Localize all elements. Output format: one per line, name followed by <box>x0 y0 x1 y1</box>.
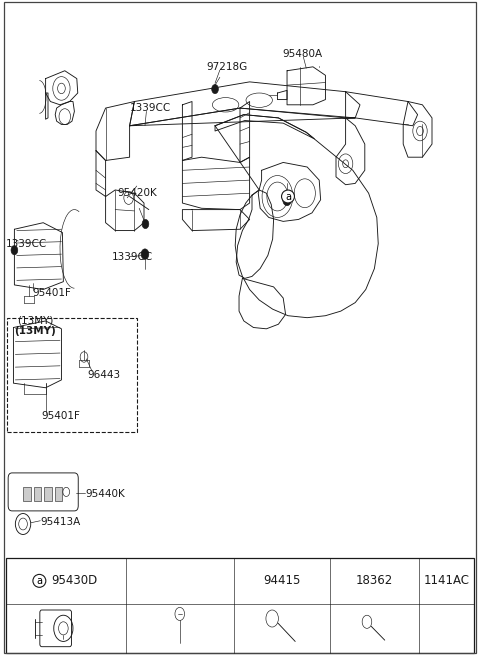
Circle shape <box>283 194 291 206</box>
Bar <box>6 558 474 653</box>
Circle shape <box>212 84 218 94</box>
Text: (13MY): (13MY) <box>17 316 53 326</box>
Text: 95420K: 95420K <box>117 187 157 198</box>
Text: 95413A: 95413A <box>40 517 81 527</box>
Circle shape <box>142 219 149 229</box>
Text: 1339CC: 1339CC <box>130 103 171 113</box>
Text: 1339CC: 1339CC <box>6 239 47 250</box>
Text: 97218G: 97218G <box>206 62 248 72</box>
Text: 95401F: 95401F <box>42 411 81 421</box>
Text: a: a <box>36 576 42 586</box>
Bar <box>44 487 52 501</box>
Text: 95430D: 95430D <box>51 574 97 588</box>
Bar <box>23 487 31 501</box>
Circle shape <box>11 246 18 255</box>
Text: 1141AC: 1141AC <box>423 574 469 588</box>
Text: 96443: 96443 <box>87 369 120 380</box>
Text: a: a <box>285 191 291 202</box>
Text: 95440K: 95440K <box>85 489 125 499</box>
Text: 1339CC: 1339CC <box>111 252 153 262</box>
Text: (13MY): (13MY) <box>14 326 56 335</box>
Text: 18362: 18362 <box>356 574 393 588</box>
FancyBboxPatch shape <box>8 473 78 511</box>
Text: 95480A: 95480A <box>282 48 323 59</box>
Bar <box>55 487 62 501</box>
Text: 94415: 94415 <box>263 574 300 588</box>
FancyBboxPatch shape <box>40 610 72 646</box>
Text: 95401F: 95401F <box>33 288 72 299</box>
Bar <box>7 318 137 432</box>
Circle shape <box>141 249 149 259</box>
Bar <box>34 487 41 501</box>
